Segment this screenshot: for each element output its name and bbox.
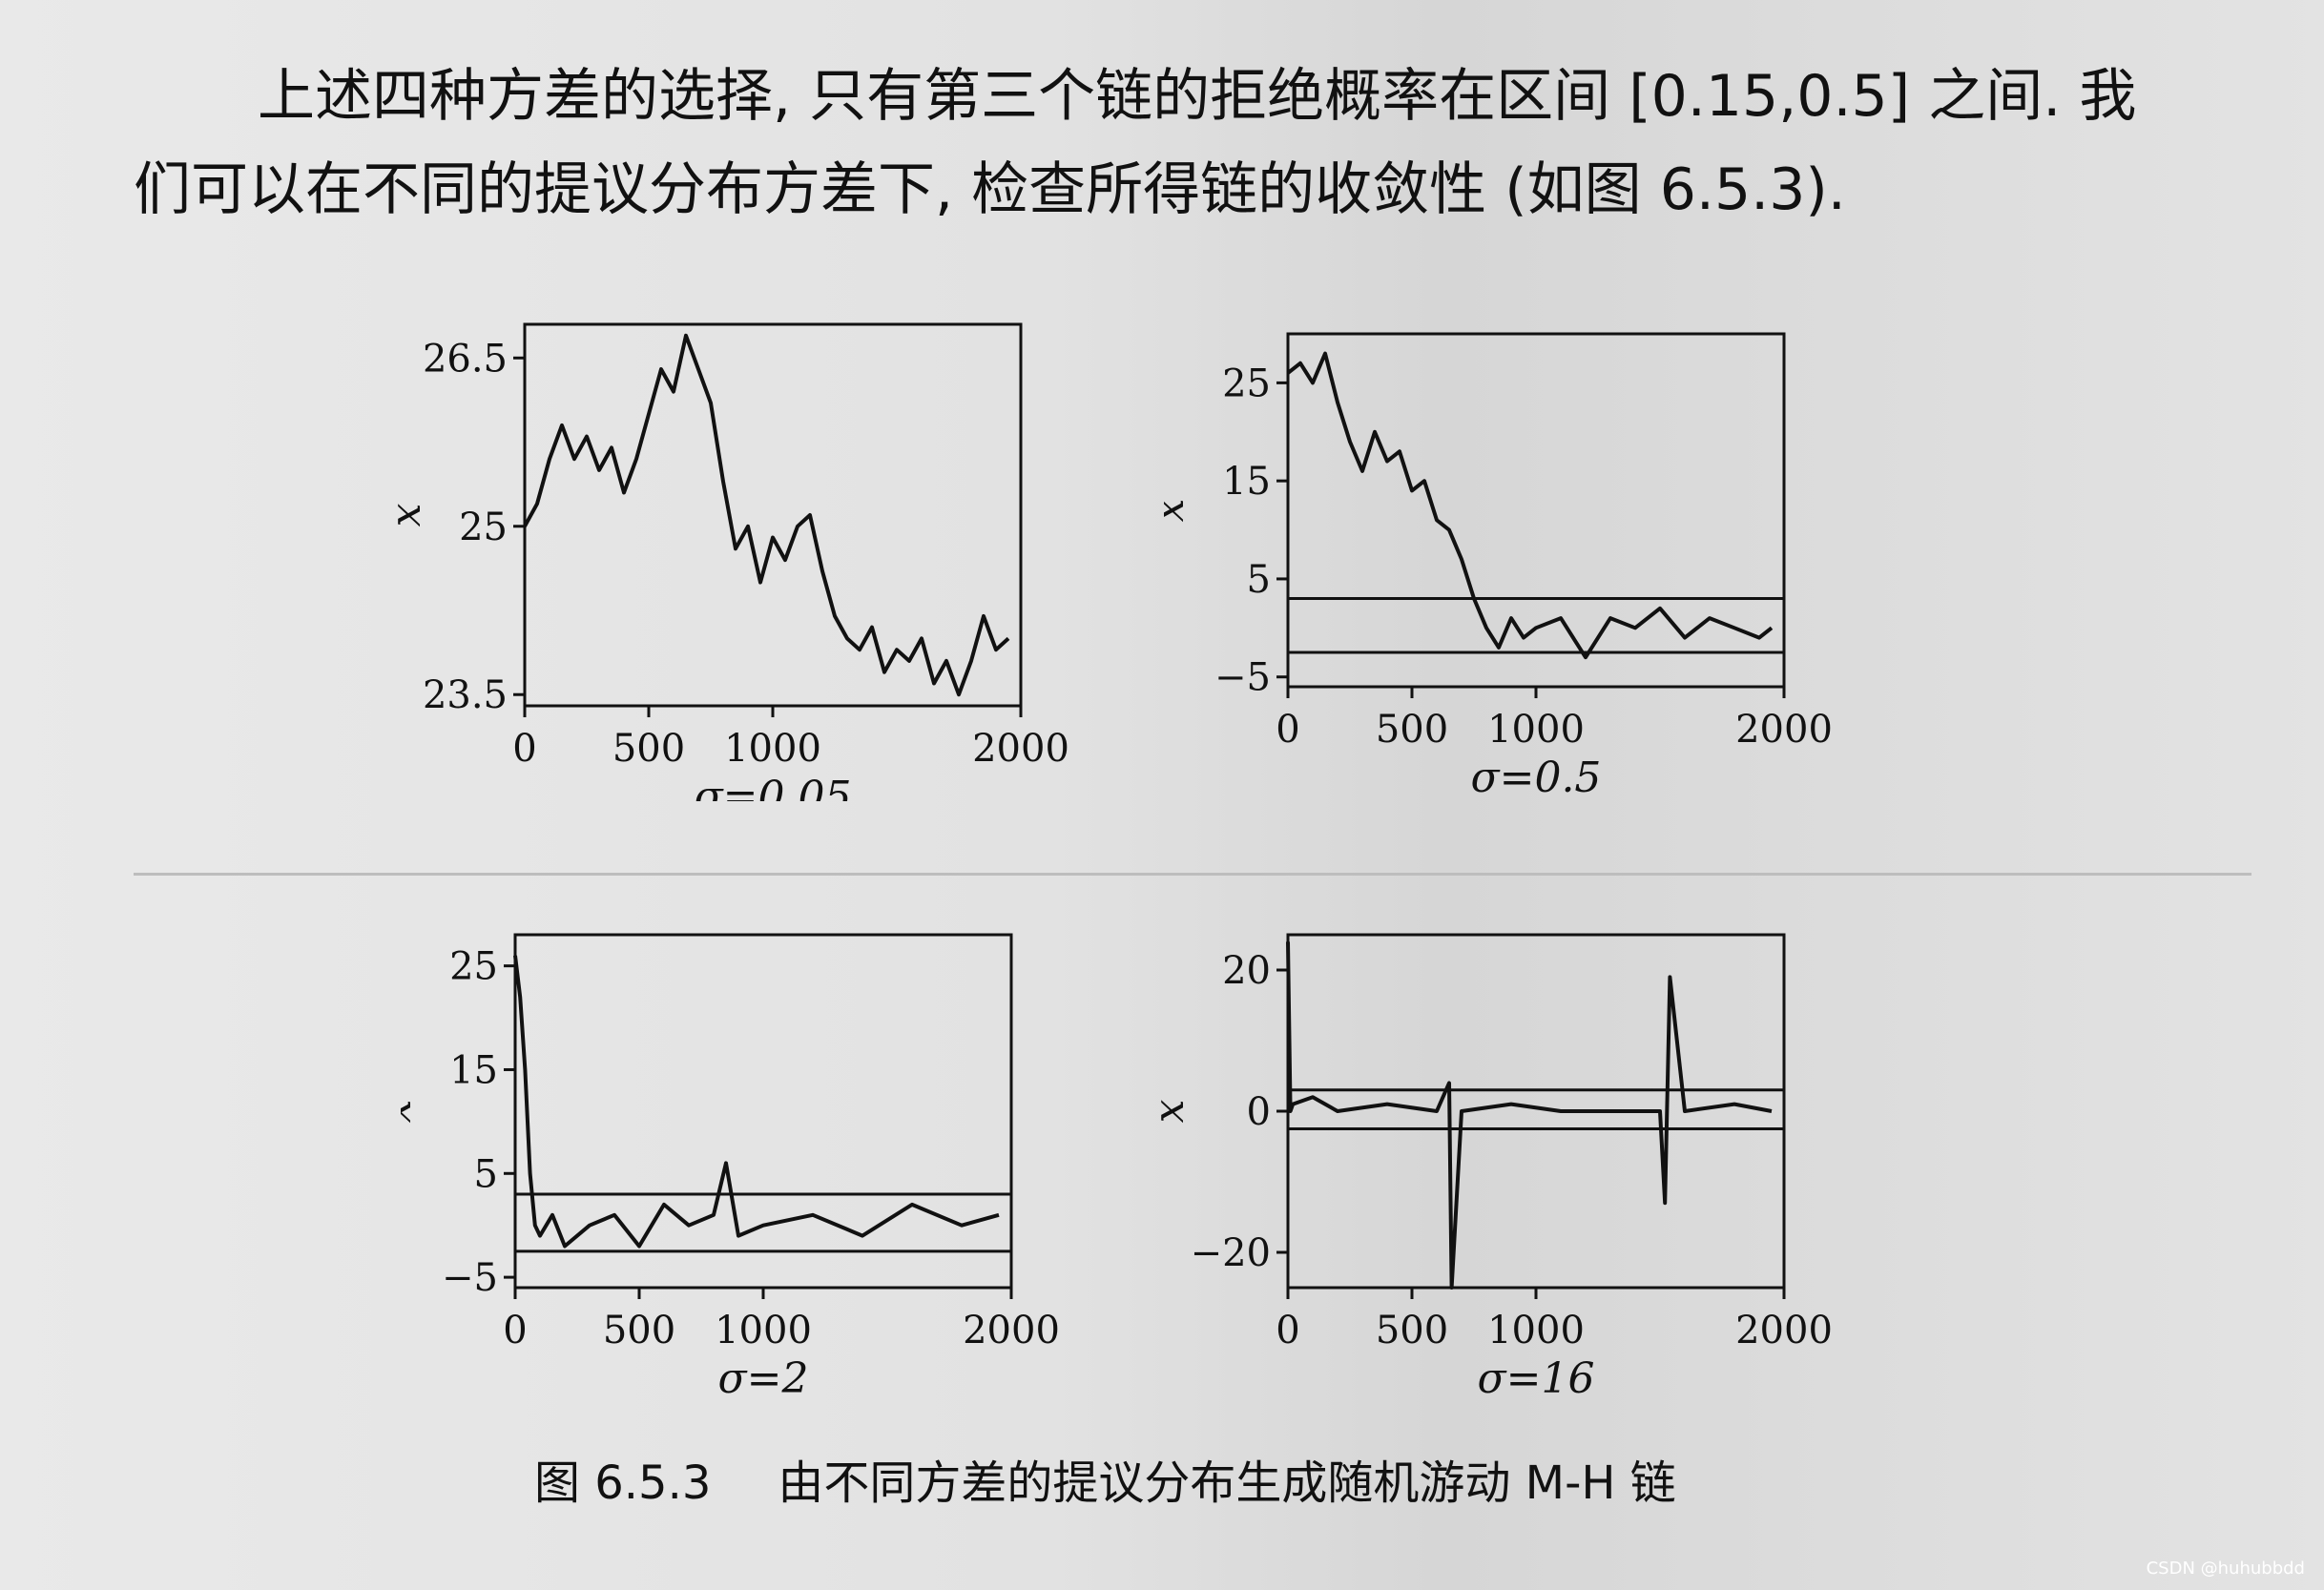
page-divider — [134, 873, 2251, 876]
y-tick-label: 26.5 — [423, 337, 508, 381]
trace-plot-sigma-2: 0 500 1000 2000 −5 5 15 25 x σ=2 — [401, 933, 1060, 1403]
plot-frame — [1286, 332, 1786, 689]
chain-trace-line — [1286, 941, 1773, 1290]
paragraph-line-1: 上述四种方差的选择, 只有第三个链的拒绝概率在区间 [0.15,0.5] 之间.… — [258, 63, 2137, 130]
paragraph-line-2: 们可以在不同的提议分布方差下, 检查所得链的收敛性 (如图 6.5.3). — [134, 156, 1846, 223]
y-tick-label: 23.5 — [423, 673, 508, 717]
plot-frame — [1286, 933, 1786, 1290]
chart-panel-sigma-0.05: 0 500 1000 2000 23.5 25 26.5 x σ=0.05 — [363, 305, 1088, 801]
trace-plot-sigma-0.5: 0 500 1000 2000 −5 5 15 25 x σ=0.5 — [1164, 332, 1833, 801]
y-tick-label: 25 — [1222, 361, 1271, 405]
x-tick-label: 1000 — [715, 1309, 812, 1353]
watermark-text: CSDN @huhubbdd — [2146, 1559, 2305, 1579]
y-tick-label: −5 — [1214, 656, 1271, 700]
chain-trace-line — [1286, 351, 1774, 660]
sigma-label: σ=0.05 — [695, 773, 852, 801]
y-axis-label: x — [1145, 1099, 1193, 1123]
chain-trace-line — [513, 955, 1000, 1249]
plot-frame — [513, 933, 1013, 1290]
x-tick-label: 500 — [603, 1309, 675, 1353]
x-tick-label: 500 — [1376, 708, 1448, 752]
x-tick-label: 0 — [1276, 708, 1299, 752]
x-tick-label: 500 — [612, 727, 685, 771]
x-tick-label: 1000 — [1487, 708, 1585, 752]
sigma-label: σ=0.5 — [1471, 754, 1602, 801]
plot-frame — [523, 322, 1023, 708]
chain-trace-line — [523, 333, 1010, 697]
y-axis-label: x — [401, 1099, 421, 1123]
chart-panel-sigma-0.5: 0 500 1000 2000 −5 5 15 25 x σ=0.5 — [1164, 315, 1851, 801]
y-tick-label: −5 — [442, 1256, 498, 1300]
x-tick-label: 2000 — [963, 1309, 1060, 1353]
figure-caption: 图 6.5.3 由不同方差的提议分布生成随机游动 M-H 链 — [534, 1445, 1676, 1512]
y-tick-label: 0 — [1247, 1090, 1271, 1134]
x-tick-label: 1000 — [724, 727, 821, 771]
body-paragraph: 上述四种方差的选择, 只有第三个链的拒绝概率在区间 [0.15,0.5] 之间.… — [134, 50, 2251, 237]
sigma-label: σ=16 — [1478, 1354, 1595, 1402]
y-tick-label: 15 — [1222, 460, 1271, 504]
chart-panel-sigma-16: 0 500 1000 2000 −20 0 20 x σ=16 — [1145, 916, 1851, 1402]
y-tick-label: 25 — [459, 506, 508, 549]
figure-caption-text: 由不同方差的提议分布生成随机游动 M-H 链 — [778, 1456, 1676, 1510]
x-tick-label: 2000 — [972, 727, 1069, 771]
sigma-label: σ=2 — [718, 1354, 809, 1403]
y-tick-label: 15 — [449, 1048, 498, 1092]
y-axis-label: x — [382, 503, 430, 527]
x-tick-label: 0 — [1276, 1309, 1299, 1353]
x-tick-label: 2000 — [1735, 708, 1833, 752]
trace-plot-sigma-0.05: 0 500 1000 2000 23.5 25 26.5 x σ=0.05 — [382, 322, 1069, 801]
y-tick-label: 5 — [1247, 558, 1271, 602]
y-tick-label: 5 — [474, 1152, 498, 1196]
figure-number: 图 6.5.3 — [534, 1456, 712, 1510]
x-tick-label: 1000 — [1487, 1309, 1585, 1353]
x-tick-label: 2000 — [1735, 1309, 1833, 1353]
y-tick-label: −20 — [1191, 1231, 1271, 1275]
chart-panel-sigma-2: 0 500 1000 2000 −5 5 15 25 x σ=2 — [401, 916, 1088, 1412]
y-axis-label: x — [1164, 498, 1193, 522]
y-tick-label: 25 — [449, 945, 498, 989]
y-tick-label: 20 — [1222, 949, 1271, 993]
x-tick-label: 500 — [1376, 1309, 1448, 1353]
x-tick-label: 0 — [512, 727, 536, 771]
x-tick-label: 0 — [503, 1309, 527, 1353]
